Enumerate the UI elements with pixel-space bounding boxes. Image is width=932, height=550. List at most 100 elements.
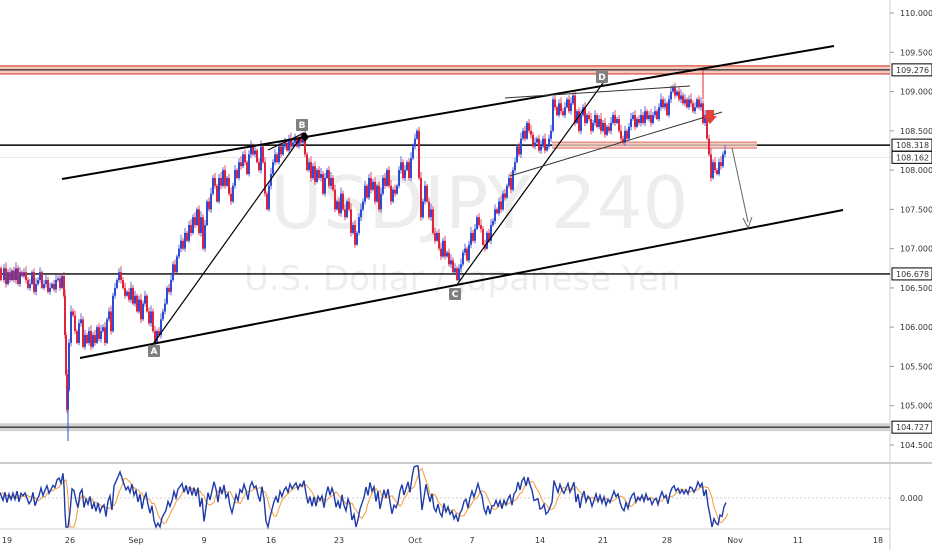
candle-body (680, 95, 682, 100)
candle-body (134, 295, 136, 304)
candle-body (136, 295, 138, 312)
time-tick-9: 21 (598, 536, 608, 545)
candle-body (218, 177, 220, 202)
candle-body (588, 115, 590, 120)
candle-body (72, 311, 74, 316)
candle-body (512, 170, 514, 190)
candle-body (304, 134, 306, 155)
candle-body (708, 138, 710, 155)
candle-body (612, 115, 614, 123)
oscillator-panel: 0.000 (0, 465, 923, 530)
candle-body (450, 260, 452, 265)
candle-body (78, 323, 80, 343)
candle-body (584, 107, 586, 123)
candle-body (192, 217, 194, 233)
candle-body (274, 154, 276, 163)
candle-body (658, 107, 660, 120)
candle-body (276, 154, 278, 163)
candle-body (646, 111, 648, 120)
candle-body (666, 103, 668, 116)
candle-body (690, 99, 692, 104)
candle-body (662, 99, 664, 108)
candle-body (106, 319, 108, 343)
candle-body (482, 229, 484, 245)
candle-body (316, 170, 318, 182)
candle-body (238, 162, 240, 178)
candle-body (266, 193, 268, 210)
candle-body (476, 217, 478, 229)
candle-body (7, 272, 9, 284)
candle-body (342, 193, 344, 210)
candle-body (70, 311, 72, 343)
candle-body (90, 331, 92, 347)
candle-body (424, 185, 426, 202)
candle-body (132, 287, 134, 304)
time-axis[interactable]: 19 26 Sep 9 16 23 Oct 7 14 21 28 Nov 11 18 (2, 536, 883, 545)
candle-body (710, 154, 712, 178)
candle-body (642, 115, 644, 123)
candle-body (158, 331, 160, 336)
candle-body (644, 111, 646, 123)
candle-body (442, 240, 444, 257)
candle-body (678, 91, 680, 100)
candle-body (656, 111, 658, 120)
candle-body (226, 177, 228, 186)
candle-body (322, 174, 324, 194)
time-tick-7: 7 (469, 536, 474, 545)
candle-body (45, 280, 47, 284)
projection-arrowhead (742, 216, 753, 230)
candle-body (664, 103, 666, 108)
svg-text:B: B (299, 121, 306, 131)
candle-body (598, 119, 600, 127)
candle-body (23, 272, 25, 277)
candle-body (272, 162, 274, 175)
candle-body (300, 138, 302, 143)
candle-body (244, 154, 246, 163)
candle-body (616, 119, 618, 123)
candle-body (636, 119, 638, 127)
candle-body (446, 252, 448, 257)
candle-body (558, 103, 560, 116)
candle-body (230, 193, 232, 202)
candle-body (43, 283, 45, 288)
candle-body (254, 150, 256, 155)
zones: 109.276 108.318 108.162 106.678 104.727 (0, 63, 932, 434)
level-label-4: 104.727 (891, 420, 932, 434)
candle-body (496, 209, 498, 214)
price-axis[interactable]: 110.000 109.500 109.000 108.500 108.000 107.5… (890, 9, 932, 450)
candle-body (380, 193, 382, 210)
candle-body (396, 185, 398, 194)
level-label-text-3: 106.678 (896, 270, 929, 279)
candle-body (698, 99, 700, 108)
pattern-point-a: A (148, 345, 160, 357)
candle-body (21, 272, 23, 277)
candle-body (184, 232, 186, 249)
candle-body (68, 342, 70, 391)
candle-body (64, 295, 66, 336)
level-label-2: 108.162 (891, 150, 932, 164)
price-tick-9: 105.500 (900, 362, 932, 371)
level-label-text-1: 108.318 (896, 141, 929, 150)
candle-body (150, 311, 152, 324)
candle-body (542, 138, 544, 147)
time-tick-13: 18 (873, 536, 883, 545)
pivot-marker-icon (301, 132, 309, 142)
candle-body (430, 209, 432, 218)
candle-body (318, 170, 320, 178)
candle-body (336, 201, 338, 210)
candle-body (672, 87, 674, 92)
candle-body (488, 232, 490, 241)
candle-body (524, 130, 526, 139)
candle-body (326, 170, 328, 178)
candle-body (214, 177, 216, 186)
candle-body (204, 225, 206, 249)
price-tick-8: 106.000 (900, 323, 932, 332)
candle-body (29, 283, 31, 288)
candle-body (314, 166, 316, 182)
candle-body (232, 185, 234, 202)
candle-body (602, 122, 604, 131)
candle-body (568, 99, 570, 112)
candle-body (256, 150, 258, 163)
candle-body (162, 311, 164, 320)
